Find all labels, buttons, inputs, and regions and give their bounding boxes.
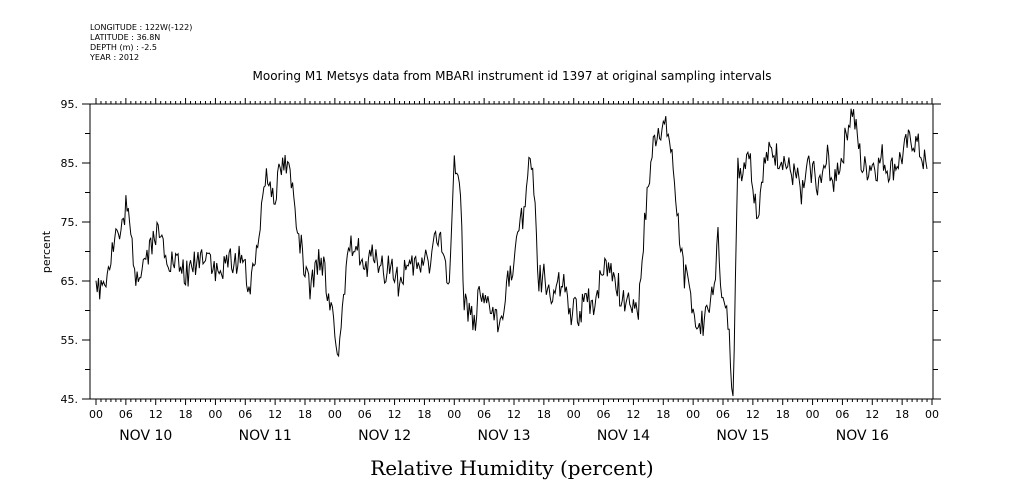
x-tick-label: 00 — [806, 408, 820, 421]
plot-frame — [89, 103, 934, 400]
day-labels: NOV 10 NOV 11 NOV 12 NOV 13 NOV 14 NOV 15 NOV … — [119, 428, 889, 444]
y-tick-label: 95. — [61, 98, 79, 111]
y-axis: 45. 55. 65. 75. 85. 95. — [61, 98, 79, 406]
x-axis-label: Relative Humidity (percent) — [370, 456, 653, 480]
y-tick-label: 45. — [61, 393, 79, 406]
x-tick-label: 00 — [567, 408, 581, 421]
meta-year: YEAR : 2012 — [89, 53, 139, 62]
x-tick-label: 00 — [925, 408, 939, 421]
day-label: NOV 15 — [716, 428, 769, 444]
day-label: NOV 11 — [239, 428, 292, 444]
metadata-block: LONGITUDE : 122W(-122) LATITUDE : 36.8N … — [89, 23, 192, 62]
x-tick-label: 18 — [298, 408, 312, 421]
x-tick-label: 00 — [686, 408, 700, 421]
axis-ticks — [82, 98, 941, 405]
x-tick-label: 00 — [89, 408, 103, 421]
x-tick-label: 06 — [597, 408, 611, 421]
x-tick-label: 00 — [447, 408, 461, 421]
y-axis-label: percent — [40, 230, 53, 273]
x-tick-label: 12 — [626, 408, 640, 421]
day-label: NOV 16 — [836, 428, 889, 444]
meta-depth: DEPTH (m) : -2.5 — [90, 43, 157, 52]
x-tick-label: 18 — [895, 408, 909, 421]
x-tick-label: 06 — [358, 408, 372, 421]
day-label: NOV 14 — [597, 428, 650, 444]
x-tick-label: 06 — [119, 408, 133, 421]
day-label: NOV 13 — [478, 428, 531, 444]
x-tick-label: 06 — [238, 408, 252, 421]
x-tick-label: 12 — [388, 408, 402, 421]
x-tick-label: 18 — [776, 408, 790, 421]
day-label: NOV 12 — [358, 428, 411, 444]
x-tick-label: 18 — [417, 408, 431, 421]
chart-title: Mooring M1 Metsys data from MBARI instru… — [253, 69, 772, 83]
x-tick-label: 18 — [537, 408, 551, 421]
y-tick-label: 55. — [61, 334, 79, 347]
x-tick-label: 18 — [179, 408, 193, 421]
x-axis: 00 06 12 18 00 06 12 18 00 06 12 18 00 06 12 18 00 06 12 18… — [89, 408, 939, 421]
x-tick-label: 06 — [716, 408, 730, 421]
x-tick-label: 12 — [746, 408, 760, 421]
day-label: NOV 10 — [119, 428, 172, 444]
x-tick-label: 12 — [507, 408, 521, 421]
x-tick-label: 00 — [328, 408, 342, 421]
x-tick-label: 12 — [865, 408, 879, 421]
humidity-series-line — [95, 108, 928, 397]
x-tick-label: 12 — [268, 408, 282, 421]
x-tick-label: 18 — [656, 408, 670, 421]
y-tick-label: 85. — [61, 157, 79, 170]
y-tick-label: 75. — [61, 216, 79, 229]
x-tick-label: 12 — [149, 408, 163, 421]
y-tick-label: 65. — [61, 275, 79, 288]
x-tick-label: 06 — [835, 408, 849, 421]
x-tick-label: 06 — [477, 408, 491, 421]
meta-longitude: LONGITUDE : 122W(-122) — [90, 23, 192, 32]
x-tick-label: 00 — [208, 408, 222, 421]
meta-latitude: LATITUDE : 36.8N — [90, 33, 160, 42]
